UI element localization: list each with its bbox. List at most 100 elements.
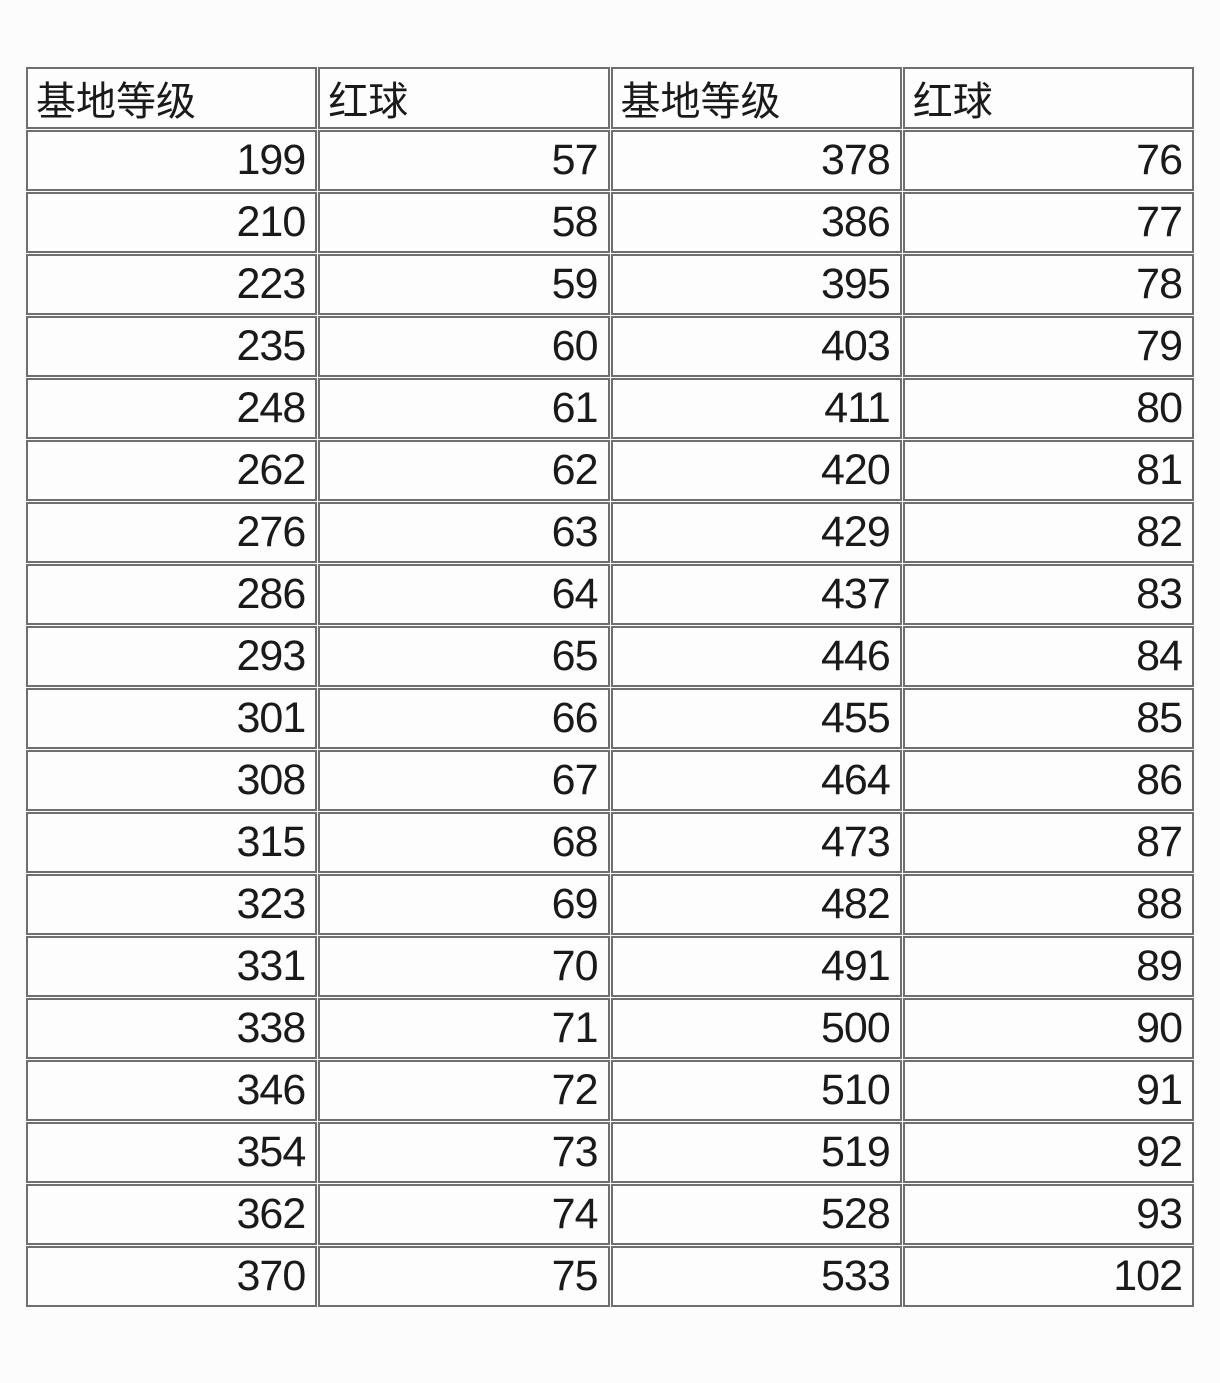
cell-base-level: 473: [610, 812, 902, 873]
cell-red-ball: 86: [902, 750, 1194, 811]
table-row: 338 71 500 90: [26, 998, 1194, 1059]
cell-red-ball: 60: [318, 316, 610, 377]
header-base-level-right: 基地等级: [610, 67, 902, 129]
table-body: 199 57 378 76 210 58 386 77 223 59 395 78 235 60 403 79…: [26, 130, 1194, 1307]
cell-red-ball: 61: [318, 378, 610, 439]
table-row: 293 65 446 84: [26, 626, 1194, 687]
cell-base-level: 446: [610, 626, 902, 687]
cell-red-ball: 89: [902, 936, 1194, 997]
cell-red-ball: 72: [318, 1060, 610, 1121]
cell-base-level: 420: [610, 440, 902, 501]
cell-red-ball: 73: [318, 1122, 610, 1183]
table-row: 323 69 482 88: [26, 874, 1194, 935]
cell-base-level: 338: [26, 998, 318, 1059]
cell-red-ball: 79: [902, 316, 1194, 377]
header-red-ball-left: 红球: [318, 67, 610, 129]
cell-red-ball: 74: [318, 1184, 610, 1245]
cell-red-ball: 76: [902, 130, 1194, 191]
cell-base-level: 315: [26, 812, 318, 873]
cell-red-ball: 69: [318, 874, 610, 935]
table-row: 262 62 420 81: [26, 440, 1194, 501]
cell-red-ball: 83: [902, 564, 1194, 625]
cell-red-ball: 78: [902, 254, 1194, 315]
cell-red-ball: 66: [318, 688, 610, 749]
cell-red-ball: 90: [902, 998, 1194, 1059]
header-row: 基地等级 红球 基地等级 红球: [26, 67, 1194, 129]
table-row: 354 73 519 92: [26, 1122, 1194, 1183]
cell-red-ball: 80: [902, 378, 1194, 439]
cell-red-ball: 65: [318, 626, 610, 687]
cell-base-level: 199: [26, 130, 318, 191]
header-red-ball-right: 红球: [902, 67, 1194, 129]
cell-red-ball: 63: [318, 502, 610, 563]
cell-red-ball: 102: [902, 1246, 1194, 1307]
cell-red-ball: 75: [318, 1246, 610, 1307]
cell-red-ball: 62: [318, 440, 610, 501]
cell-red-ball: 67: [318, 750, 610, 811]
cell-red-ball: 81: [902, 440, 1194, 501]
cell-base-level: 210: [26, 192, 318, 253]
cell-base-level: 370: [26, 1246, 318, 1307]
cell-base-level: 235: [26, 316, 318, 377]
cell-base-level: 308: [26, 750, 318, 811]
cell-red-ball: 58: [318, 192, 610, 253]
cell-base-level: 276: [26, 502, 318, 563]
header-base-level-left: 基地等级: [26, 67, 318, 129]
cell-red-ball: 84: [902, 626, 1194, 687]
cell-red-ball: 92: [902, 1122, 1194, 1183]
cell-red-ball: 88: [902, 874, 1194, 935]
cell-base-level: 437: [610, 564, 902, 625]
cell-base-level: 354: [26, 1122, 318, 1183]
cell-base-level: 411: [610, 378, 902, 439]
cell-base-level: 510: [610, 1060, 902, 1121]
cell-base-level: 293: [26, 626, 318, 687]
cell-red-ball: 70: [318, 936, 610, 997]
cell-red-ball: 68: [318, 812, 610, 873]
table-row: 331 70 491 89: [26, 936, 1194, 997]
table-row: 223 59 395 78: [26, 254, 1194, 315]
table-row: 362 74 528 93: [26, 1184, 1194, 1245]
table-row: 199 57 378 76: [26, 130, 1194, 191]
cell-base-level: 331: [26, 936, 318, 997]
cell-base-level: 482: [610, 874, 902, 935]
table-row: 370 75 533 102: [26, 1246, 1194, 1307]
table-row: 286 64 437 83: [26, 564, 1194, 625]
cell-base-level: 301: [26, 688, 318, 749]
cell-base-level: 464: [610, 750, 902, 811]
cell-base-level: 491: [610, 936, 902, 997]
cell-red-ball: 64: [318, 564, 610, 625]
cell-base-level: 362: [26, 1184, 318, 1245]
cell-base-level: 403: [610, 316, 902, 377]
cell-base-level: 395: [610, 254, 902, 315]
table-row: 301 66 455 85: [26, 688, 1194, 749]
cell-red-ball: 85: [902, 688, 1194, 749]
cell-base-level: 455: [610, 688, 902, 749]
cell-base-level: 533: [610, 1246, 902, 1307]
cell-red-ball: 59: [318, 254, 610, 315]
table-row: 315 68 473 87: [26, 812, 1194, 873]
cell-base-level: 323: [26, 874, 318, 935]
cell-red-ball: 57: [318, 130, 610, 191]
cell-base-level: 262: [26, 440, 318, 501]
cell-red-ball: 82: [902, 502, 1194, 563]
cell-base-level: 519: [610, 1122, 902, 1183]
cell-red-ball: 71: [318, 998, 610, 1059]
cell-base-level: 429: [610, 502, 902, 563]
cell-red-ball: 87: [902, 812, 1194, 873]
cell-base-level: 286: [26, 564, 318, 625]
table-row: 308 67 464 86: [26, 750, 1194, 811]
table-row: 276 63 429 82: [26, 502, 1194, 563]
cell-base-level: 378: [610, 130, 902, 191]
cell-base-level: 528: [610, 1184, 902, 1245]
table-row: 346 72 510 91: [26, 1060, 1194, 1121]
table-header: 基地等级 红球 基地等级 红球: [26, 67, 1194, 129]
data-table: 基地等级 红球 基地等级 红球 199 57 378 76 210 58 386 77 223 5…: [25, 66, 1195, 1308]
table-row: 210 58 386 77: [26, 192, 1194, 253]
table-row: 248 61 411 80: [26, 378, 1194, 439]
cell-base-level: 500: [610, 998, 902, 1059]
cell-red-ball: 91: [902, 1060, 1194, 1121]
cell-base-level: 346: [26, 1060, 318, 1121]
cell-red-ball: 77: [902, 192, 1194, 253]
cell-base-level: 386: [610, 192, 902, 253]
table-container: 基地等级 红球 基地等级 红球 199 57 378 76 210 58 386 77 223 5…: [25, 66, 1195, 1308]
